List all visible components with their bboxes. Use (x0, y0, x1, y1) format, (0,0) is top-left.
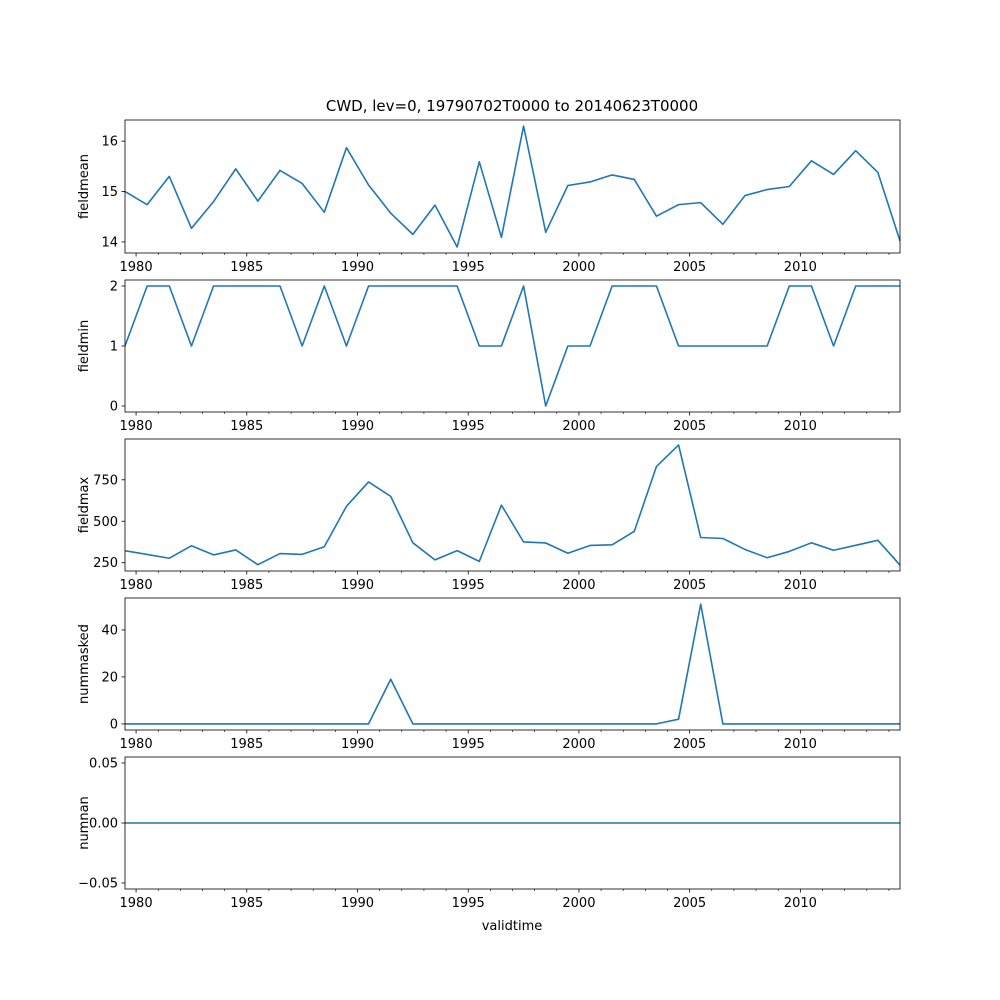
x-tick-label: 1990 (341, 737, 374, 752)
x-tick-label: 1980 (120, 737, 153, 752)
x-tick-label: 2000 (562, 578, 595, 593)
subplots: 1980 1985 1990 1995 2000 2005 2010141516fieldm… (77, 119, 901, 911)
x-tick-label: 1985 (230, 737, 263, 752)
x-tick-label: 1980 (120, 260, 153, 275)
x-tick-label: 2010 (784, 578, 817, 593)
x-tick-label: 1980 (120, 419, 153, 434)
y-tick-label: 40 (101, 623, 118, 638)
x-tick-label: 1990 (341, 419, 374, 434)
y-axis-label: nummasked (77, 624, 92, 704)
x-tick-label: 2000 (562, 260, 595, 275)
x-tick-label: 1990 (341, 260, 374, 275)
x-tick-label: 1990 (341, 578, 374, 593)
x-axis-label: validtime (482, 919, 543, 934)
y-tick-label: 0 (110, 717, 118, 732)
y-tick-label: 15 (101, 185, 118, 200)
x-tick-label: 1995 (452, 419, 485, 434)
x-tick-label: 2005 (673, 737, 706, 752)
x-tick-label: 2005 (673, 260, 706, 275)
axes-frame (124, 597, 901, 731)
chart-title: CWD, lev=0, 19790702T0000 to 20140623T00… (326, 97, 698, 115)
y-tick-label: 2 (110, 280, 118, 295)
x-tick-label: 1995 (452, 578, 485, 593)
y-tick-label: 14 (101, 235, 118, 250)
x-tick-label: 2005 (673, 896, 706, 911)
y-axis-label: fieldmax (77, 477, 92, 534)
y-axis-label: numnan (77, 796, 92, 850)
y-tick-label: 750 (93, 473, 118, 488)
subplot-fieldmin: 1980 1985 1990 1995 2000 2005 2010 0 1 2 fieldmin (77, 279, 901, 434)
series-line-fieldmin (124, 285, 900, 407)
x-tick-label: 1995 (452, 896, 485, 911)
x-tick-label: 1995 (452, 737, 485, 752)
series-line-fieldmax (124, 444, 901, 566)
series-line-nummasked (125, 603, 900, 725)
y-tick-label: 500 (93, 515, 118, 530)
y-axis-label: fieldmin (77, 320, 92, 373)
x-tick-label: 1985 (230, 578, 263, 593)
y-tick-label: 0 (110, 400, 118, 415)
y-tick-label: 1 (110, 340, 118, 355)
x-tick-label: 1990 (341, 896, 374, 911)
subplot-fieldmax: 1980 1985 1990 1995 2000 2005 2010 250 500 750fie… (77, 438, 901, 593)
subplot-numnan: 1980 1985 1990 1995 2000 2005 2010 −0.05 0.00 0.0… (77, 756, 901, 911)
x-tick-label: 2010 (784, 737, 817, 752)
y-tick-label: 16 (101, 135, 118, 150)
x-tick-label: 2000 (562, 419, 595, 434)
y-tick-label: 20 (101, 670, 118, 685)
y-tick-label: 250 (93, 556, 118, 571)
axes-frame (124, 119, 901, 254)
x-tick-label: 1985 (230, 260, 263, 275)
subplot-nummasked: 1980 1985 1990 1995 2000 2005 2010 0 20 40 nummask… (77, 597, 901, 752)
axes-frame (124, 438, 901, 572)
x-tick-label: 2010 (784, 896, 817, 911)
y-tick-label: 0.00 (89, 817, 118, 832)
x-tick-label: 2010 (784, 419, 817, 434)
x-tick-label: 2000 (562, 737, 595, 752)
axes-frame (124, 279, 901, 413)
x-tick-label: 1980 (120, 896, 153, 911)
y-axis-label: fieldmean (77, 154, 92, 219)
x-tick-label: 2000 (562, 896, 595, 911)
axes-frame (124, 756, 901, 890)
x-tick-label: 1985 (230, 896, 263, 911)
series-line-fieldmean (124, 125, 901, 248)
subplot-fieldmean: 1980 1985 1990 1995 2000 2005 2010 14 15 16 fieldm… (77, 119, 901, 275)
x-tick-label: 1985 (230, 419, 263, 434)
y-tick-label: 0.05 (89, 757, 118, 772)
x-tick-label: 1980 (120, 578, 153, 593)
x-tick-label: 2005 (673, 419, 706, 434)
x-tick-label: 1995 (452, 260, 485, 275)
x-tick-label: 2010 (784, 260, 817, 275)
x-tick-label: 2005 (673, 578, 706, 593)
y-tick-label: −0.05 (78, 877, 118, 892)
